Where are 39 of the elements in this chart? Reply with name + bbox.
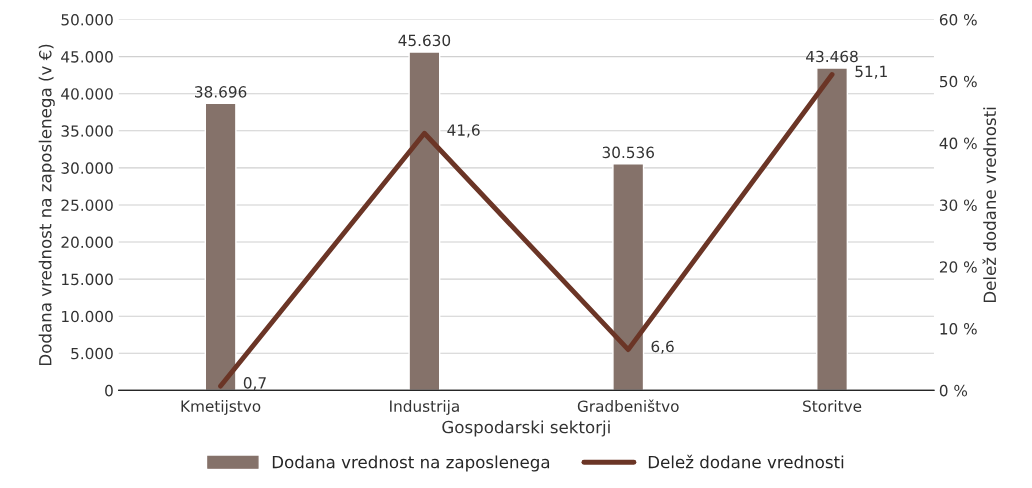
data-label: 51,1 [855, 65, 887, 79]
data-label: 0,7 [243, 377, 266, 391]
y-tick-label: 30.000 [61, 162, 113, 174]
y2-axis-title: Delež dodane vrednosti [982, 107, 997, 303]
data-label: 6,6 [651, 340, 674, 354]
y-tick-label: 10.000 [62, 310, 113, 323]
bar [612, 163, 645, 391]
x-tick-label: Storitve [803, 400, 862, 412]
y-tick-label: 25.000 [61, 199, 113, 211]
y2-tick-label: 40 % [939, 137, 977, 150]
data-label: 41,6 [447, 124, 480, 138]
y-tick-label: 50.000 [61, 13, 113, 26]
bar [204, 102, 237, 391]
data-label: 38.696 [195, 86, 247, 98]
y2-tick-label: 10 % [940, 323, 977, 335]
y-tick-label: 20.000 [61, 236, 113, 249]
y2-tick-label: 0 % [939, 384, 968, 397]
legend-label: Dodana vrednost na zaposlenega [272, 455, 550, 472]
data-label: 43.468 [806, 50, 858, 63]
y2-tick-label: 60 % [939, 13, 977, 26]
y2-tick-label: 50 % [940, 75, 977, 88]
x-tick-label: Kmetijstvo [181, 400, 261, 415]
y-tick-label: 0 [105, 384, 113, 397]
x-axis-title: Gospodarski sektorji [442, 420, 610, 437]
y-axis-title: Dodana vrednost na zaposlenega (v €) [38, 44, 55, 366]
bar [816, 67, 849, 391]
bar [408, 51, 441, 391]
y-tick-label: 40.000 [61, 88, 113, 100]
legend-label: Delež dodane vrednosti [648, 454, 844, 469]
data-label: 45.630 [398, 34, 451, 47]
y2-tick-label: 30 % [939, 199, 977, 211]
data-label: 30.536 [602, 146, 654, 159]
y-tick-label: 45.000 [61, 51, 113, 63]
y-tick-label: 15.000 [62, 273, 113, 286]
x-tick-label: Industrija [390, 400, 459, 415]
y-tick-label: 35.000 [61, 125, 113, 137]
y-tick-label: 5.000 [71, 347, 113, 360]
y2-tick-label: 20 % [939, 261, 977, 273]
x-tick-label: Gradbeništvo [577, 399, 679, 412]
